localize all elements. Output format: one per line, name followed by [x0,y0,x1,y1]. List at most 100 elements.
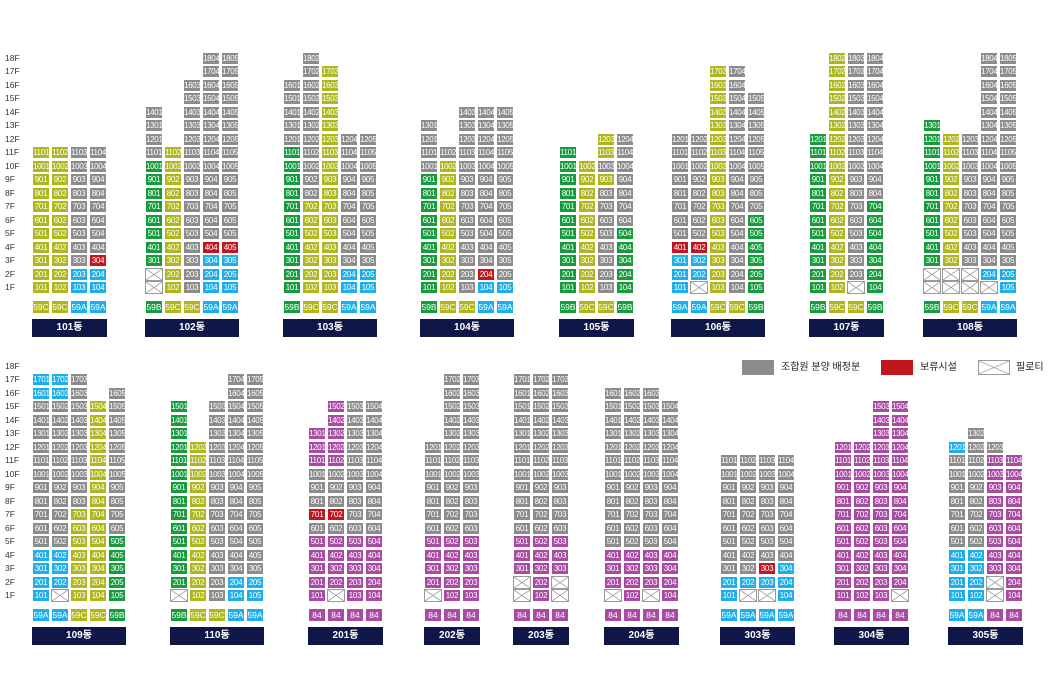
unit-cell-108-804: 804 [980,186,998,200]
unit-cell-105-102: 102 [578,281,596,294]
floor-label-6f: 6F [5,214,15,225]
floor-label-18f: 18F [5,360,20,371]
unit-cell-304-201: 201 [834,575,852,589]
unit-cell-204-403: 403 [642,548,660,562]
unit-cell-101-1101: 1101 [32,146,50,159]
unit-cell-102-702: 702 [164,200,182,213]
unit-cell-106-301: 301 [671,254,689,267]
unit-cell-103-1402: 1402 [302,105,320,119]
unit-cell-108-902: 902 [942,173,960,186]
unit-cell-305-704: 704 [1005,508,1023,521]
unit-cell-107-602: 602 [828,213,846,227]
unit-cell-107-903: 903 [847,173,865,186]
unit-cell-106-1303: 1303 [709,119,727,132]
unit-cell-109-603: 603 [70,521,88,535]
unit-cell-109-501: 501 [32,535,50,548]
unit-cell-303-201: 201 [720,575,738,589]
unit-cell-108-1204: 1204 [980,132,998,146]
unit-cell-102-802: 802 [164,186,182,200]
unit-cell-101-703: 703 [70,200,88,213]
unit-cell-203-901: 901 [513,481,531,494]
unit-cell-201-1502: 1502 [327,400,345,413]
unit-cell-304-1203: 1203 [872,440,890,454]
unit-cell-110-802: 802 [189,494,207,508]
unit-cell-102-804: 804 [202,186,220,200]
unit-cell-304-1003: 1003 [872,467,890,481]
unit-type-label: 59C [828,300,846,314]
unit-cell-110-203: 203 [208,575,226,589]
unit-cell-105-1104: 1104 [616,146,634,159]
unit-cell-103-403: 403 [321,240,339,254]
unit-cell-303-902: 902 [739,481,757,494]
unit-cell-305-904: 904 [1005,481,1023,494]
unit-cell-201-503: 503 [346,535,364,548]
unit-cell-305-903: 903 [986,481,1004,494]
unit-cell-204-304: 304 [661,562,679,575]
unit-cell-110-401: 401 [170,548,188,562]
unit-cell-102-903: 903 [183,173,201,186]
unit-cell-109-902: 902 [51,481,69,494]
unit-cell-107-1001: 1001 [809,159,827,173]
unit-cell-305-401: 401 [948,548,966,562]
unit-cell-110-1305: 1305 [246,427,264,440]
unit-cell-110-1205: 1205 [246,440,264,454]
unit-cell-107-104: 104 [866,281,884,294]
unit-cell-110-1201: 1201 [170,440,188,454]
unit-cell-305-602: 602 [967,521,985,535]
unit-cell-106-401: 401 [671,240,689,254]
unit-cell-103-1401: 1401 [283,105,301,119]
unit-cell-305-304: 304 [1005,562,1023,575]
unit-cell-201-401: 401 [308,548,326,562]
unit-cell-204-1001: 1001 [604,467,622,481]
unit-cell-110-603: 603 [208,521,226,535]
unit-cell-106-505: 505 [747,227,765,240]
unit-cell-202-303: 303 [462,562,480,575]
unit-type-label: 59A [999,300,1017,314]
unit-cell-107-201: 201 [809,267,827,281]
unit-cell-108-1205: 1205 [999,132,1017,146]
unit-cell-204-1602: 1602 [623,386,641,400]
unit-cell-203-1103: 1103 [551,454,569,467]
unit-cell-305-703: 703 [986,508,1004,521]
unit-cell-104-202: 202 [439,267,457,281]
unit-cell-201-1304: 1304 [365,427,383,440]
floor-label-1f: 1F [5,282,15,292]
unit-cell-202-102: 102 [443,589,461,602]
unit-cell-204-502: 502 [623,535,641,548]
unit-cell-109-1203: 1203 [70,440,88,454]
unit-type-label: 59A [690,300,708,314]
unit-cell-104-1105: 1105 [496,146,514,159]
unit-type-label: 84 [365,608,383,622]
unit-type-label: 59A [70,300,88,314]
unit-cell-102-403: 403 [183,240,201,254]
unit-cell-202-803: 803 [462,494,480,508]
unit-cell-204-301: 301 [604,562,622,575]
floor-label-9f: 9F [5,482,15,492]
unit-cell-105-201: 201 [559,267,577,281]
unit-cell-108-1805: 1805 [999,51,1017,65]
unit-cell-108-503: 503 [961,227,979,240]
unit-type-label: 84 [834,608,852,622]
unit-cell-104-1002: 1002 [439,159,457,173]
unit-cell-104-804: 804 [477,186,495,200]
unit-cell-204-1201: 1201 [604,440,622,454]
pilotis-cell [604,589,622,602]
unit-cell-110-705: 705 [246,508,264,521]
unit-cell-303-704: 704 [777,508,795,521]
unit-type-label: 84 [986,608,1004,622]
building-label-109: 109동 [32,627,126,645]
unit-cell-303-903: 903 [758,481,776,494]
unit-cell-102-1002: 1002 [164,159,182,173]
unit-cell-108-1203: 1203 [961,132,979,146]
unit-cell-201-703: 703 [346,508,364,521]
unit-cell-203-601: 601 [513,521,531,535]
unit-type-label: 59C [578,300,596,314]
unit-cell-110-1103: 1103 [208,454,226,467]
unit-cell-103-1204: 1204 [340,132,358,146]
unit-cell-104-802: 802 [439,186,457,200]
unit-cell-305-104: 104 [1005,589,1023,602]
unit-cell-110-1501: 1501 [170,400,188,413]
unit-cell-105-402: 402 [578,240,596,254]
unit-cell-201-1002: 1002 [327,467,345,481]
unit-cell-107-1302: 1302 [828,119,846,132]
